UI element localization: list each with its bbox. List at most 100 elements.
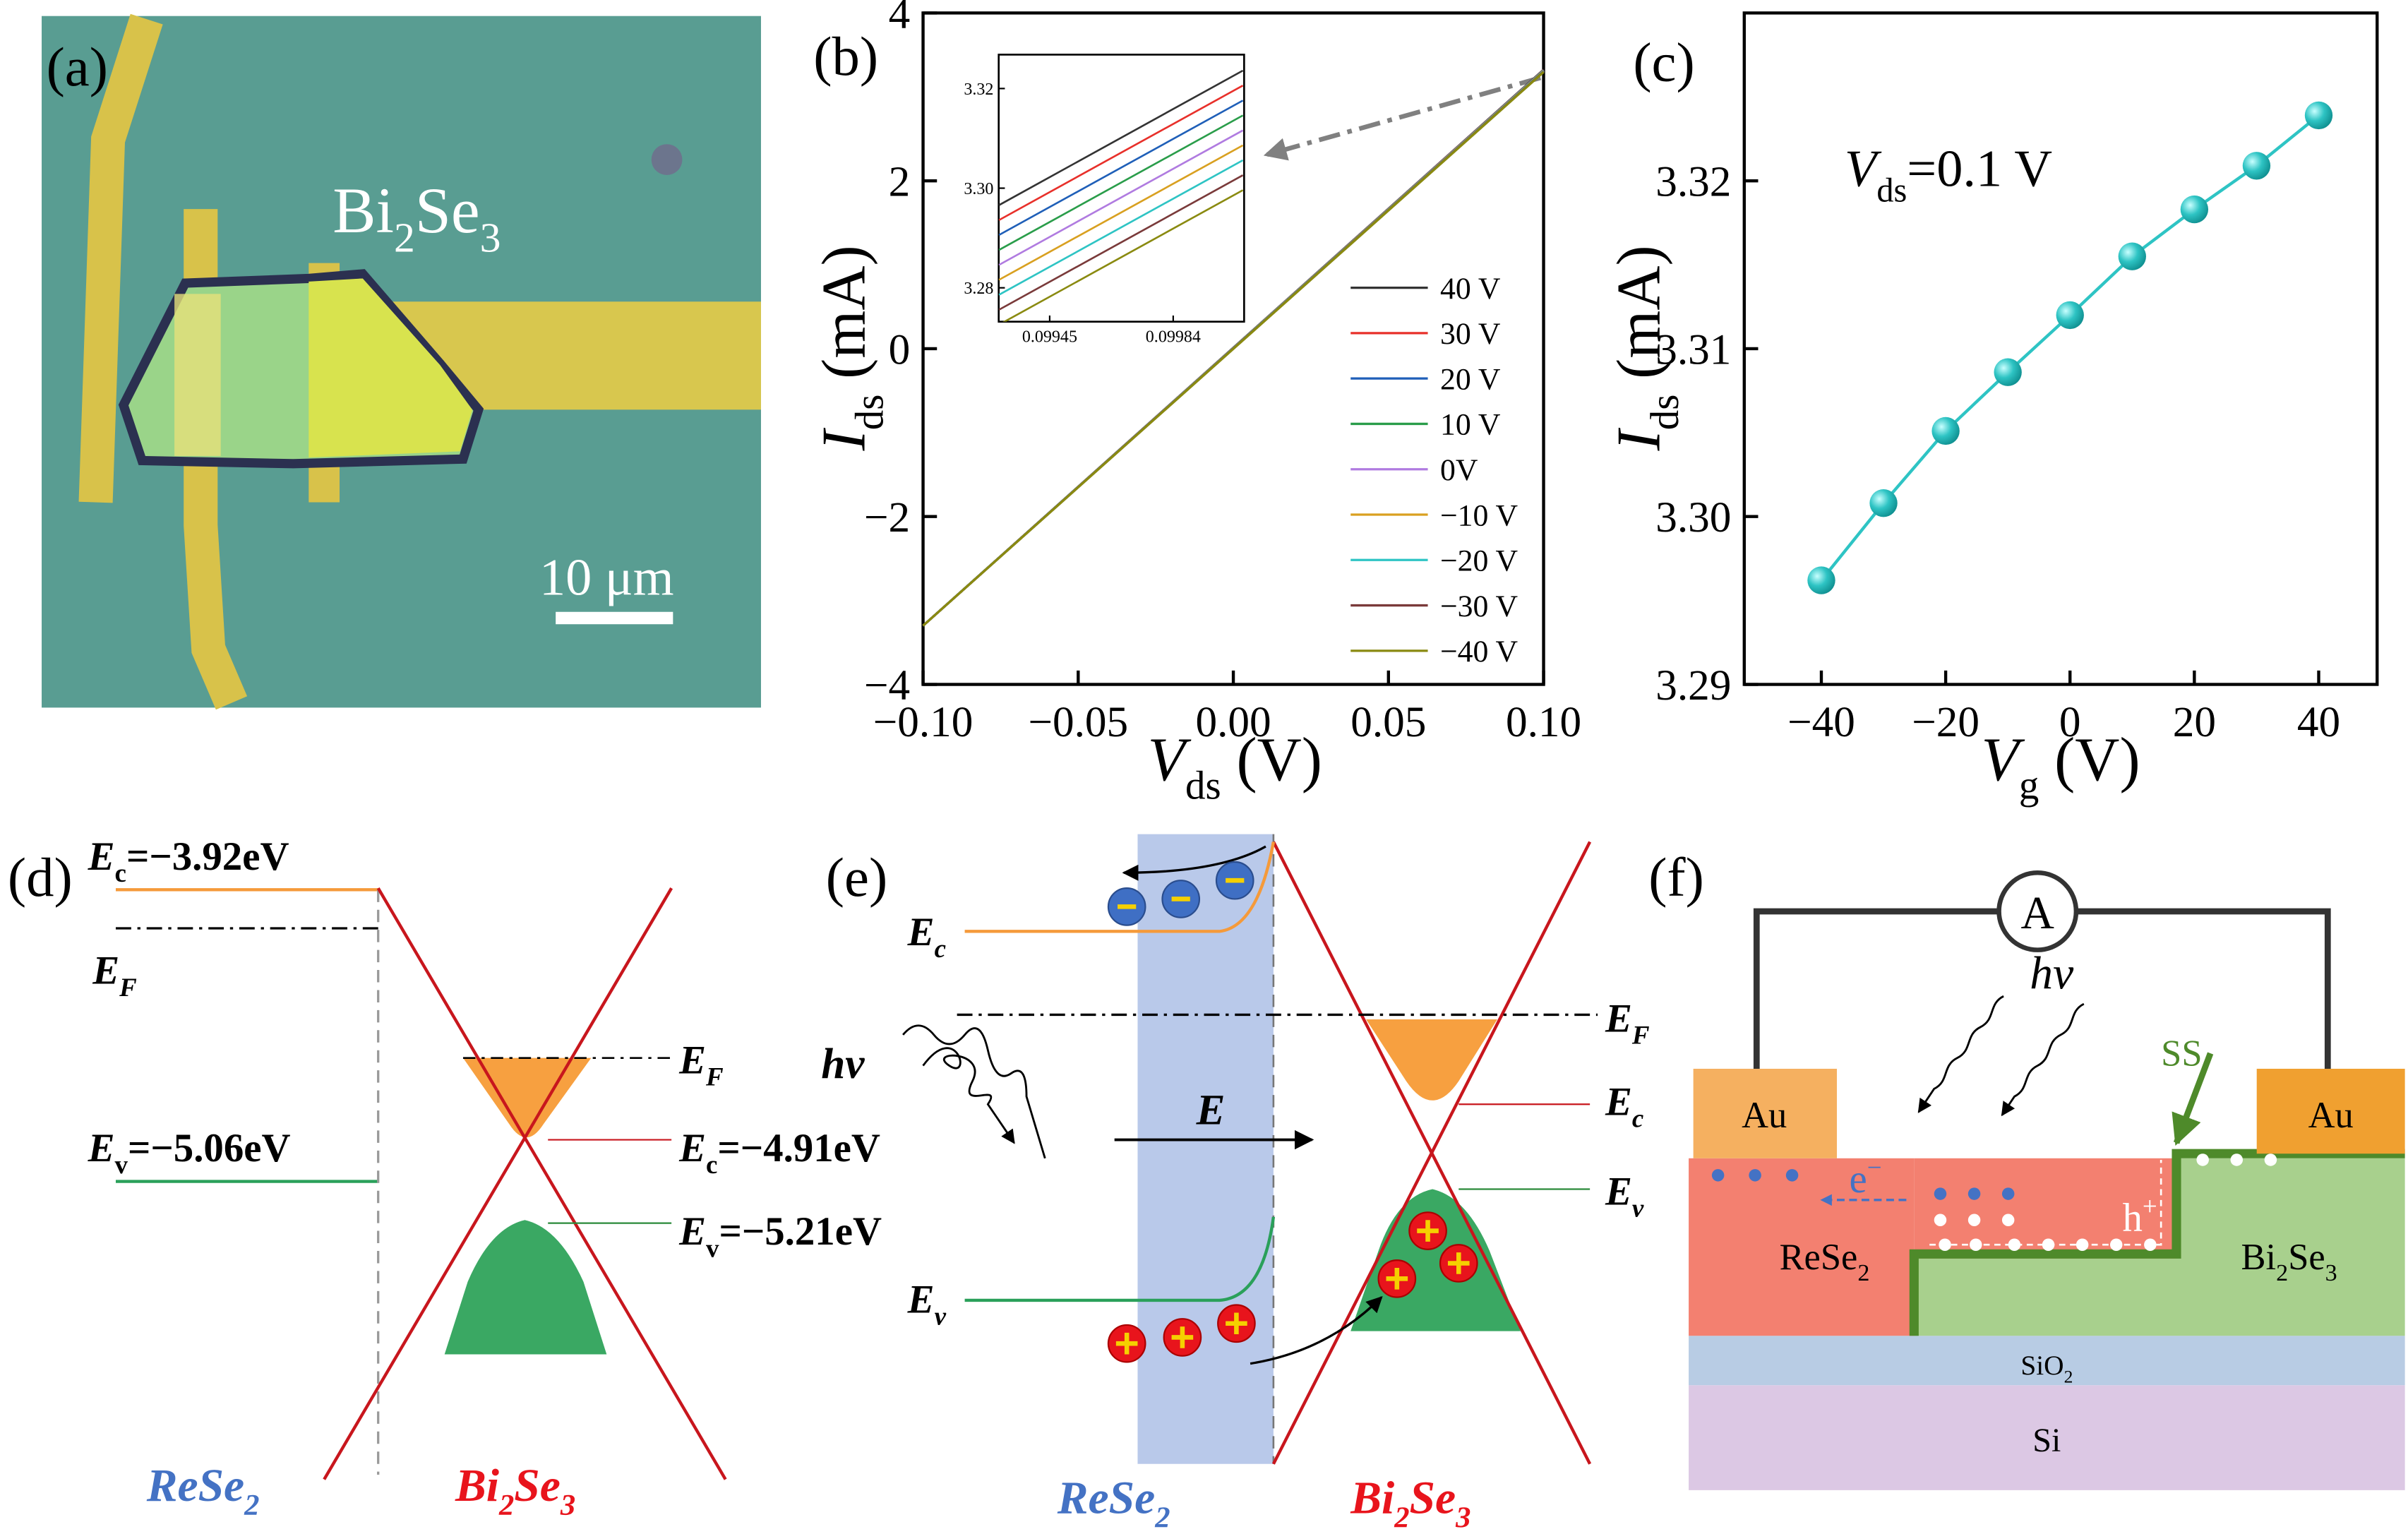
photon-label: hν xyxy=(2030,948,2074,999)
subscript: ds xyxy=(1876,172,1907,210)
text-part: Bi xyxy=(333,174,394,246)
inset-frame xyxy=(998,54,1245,323)
x-tick-label: 0.05 xyxy=(1350,698,1426,746)
plot-frame xyxy=(1742,11,2379,686)
y-axis-label: Ids (mA) xyxy=(809,245,892,451)
band-diagram-d xyxy=(115,887,727,1480)
text-part: ReSe xyxy=(146,1461,244,1511)
legend-label: −20 V xyxy=(1440,544,1519,578)
legend-label: 20 V xyxy=(1440,362,1501,396)
data-point xyxy=(1869,489,1898,517)
inset-line xyxy=(998,159,1244,296)
legend-label: 10 V xyxy=(1440,408,1501,442)
text-part: V xyxy=(1981,725,2025,793)
y-axis-label: Ids (mA) xyxy=(1605,245,1687,451)
subscript: v xyxy=(706,1233,719,1262)
ef-label: EF xyxy=(92,949,137,1002)
x-tick-label: 0.09945 xyxy=(1022,328,1077,347)
text-part: e xyxy=(1849,1157,1867,1202)
subscript: v xyxy=(935,1301,947,1330)
ec-label: Ec=−3.92eV xyxy=(88,834,289,887)
text-part: E xyxy=(678,1038,706,1083)
layer-label: SiO2 xyxy=(2020,1350,2073,1387)
text-part: E xyxy=(92,949,119,993)
inset-line xyxy=(998,144,1244,281)
data-point xyxy=(2056,301,2084,330)
text-part: (V) xyxy=(1221,725,1322,793)
subscript: v xyxy=(1632,1193,1644,1222)
y-tick-label: 3.30 xyxy=(964,180,993,198)
text-part: E xyxy=(88,1126,115,1170)
ev-label: Ev=−5.21eV xyxy=(678,1209,882,1262)
panel-label: (d) xyxy=(8,847,73,909)
data-point xyxy=(2304,101,2333,130)
text-part: V xyxy=(1845,140,1882,198)
text-part: =−4.91eV xyxy=(717,1126,880,1170)
au-label: Au xyxy=(2308,1095,2354,1136)
data-point xyxy=(2118,242,2146,270)
subscript: 3 xyxy=(2325,1260,2337,1286)
text-part: E xyxy=(907,1277,935,1322)
data-point xyxy=(2242,152,2271,180)
x-tick-label: 0 xyxy=(2059,698,2081,746)
ammeter-label: A xyxy=(2021,888,2054,939)
subscript: ds xyxy=(848,395,892,431)
text-part: Bi xyxy=(2241,1237,2277,1278)
panel-label: (f) xyxy=(1648,847,1704,909)
x-tick-label: 0.09984 xyxy=(1146,328,1201,347)
data-point xyxy=(1994,358,2022,386)
legend-label: −10 V xyxy=(1440,498,1519,532)
subscript: F xyxy=(119,973,137,1002)
y-tick-label: −4 xyxy=(864,661,910,709)
x-tick-label: −0.05 xyxy=(1028,698,1128,746)
material-label: ReSe2 xyxy=(146,1461,260,1522)
subscript: 2 xyxy=(1857,1260,1869,1286)
y-tick-label: 3.29 xyxy=(1655,661,1731,709)
subscript: 2 xyxy=(498,1489,514,1522)
text-part: Se xyxy=(514,1461,561,1511)
panel-label: (b) xyxy=(813,26,878,88)
inset-lines xyxy=(998,69,1244,322)
text-part: E xyxy=(88,834,115,879)
ev-label: Ev xyxy=(907,1277,947,1330)
data-point xyxy=(2180,195,2209,224)
material-label: ReSe2 xyxy=(1057,1473,1170,1534)
inset-line xyxy=(1002,189,1244,322)
y-tick-label: 3.30 xyxy=(1655,493,1731,541)
x-tick-label: 0.10 xyxy=(1506,698,1581,746)
text-part: ReSe xyxy=(1057,1473,1155,1524)
text-part: E xyxy=(1605,1169,1632,1214)
panel-label: (e) xyxy=(826,847,887,909)
y-tick-label: 3.32 xyxy=(1655,158,1731,206)
subscript: c xyxy=(115,858,126,887)
text-part: =−3.92eV xyxy=(126,834,289,879)
ev-label: Ev=−5.06eV xyxy=(88,1126,291,1179)
text-part: =−5.06eV xyxy=(128,1126,291,1170)
inset-arrow xyxy=(1263,76,1542,161)
inset-line xyxy=(998,69,1244,206)
inset-line xyxy=(998,114,1244,251)
x-tick-label: 20 xyxy=(2173,698,2216,746)
text-part: =−5.21eV xyxy=(719,1209,882,1254)
legend-label: −30 V xyxy=(1440,589,1519,623)
panel-label: (a) xyxy=(47,37,108,98)
inset-line xyxy=(998,174,1244,311)
subscript: 2 xyxy=(1394,1501,1409,1534)
ef-label: EF xyxy=(678,1038,724,1091)
subscript: 2 xyxy=(244,1489,259,1522)
subscript: 3 xyxy=(480,214,501,260)
inset-line xyxy=(998,129,1244,266)
ec-label: Ec=−4.91eV xyxy=(678,1126,880,1179)
text-part: Bi xyxy=(455,1461,499,1511)
y-tick-label: −2 xyxy=(864,493,910,541)
material-label: Bi2Se3 xyxy=(333,174,501,261)
panel-label: (c) xyxy=(1633,32,1694,94)
x-axis-label: Vg (V) xyxy=(1981,725,2140,808)
legend-label: 40 V xyxy=(1440,272,1501,306)
subscript: 2 xyxy=(1154,1501,1170,1534)
subscript: 2 xyxy=(2276,1260,2288,1286)
text-part: Se xyxy=(415,174,480,246)
text-part: (mA) xyxy=(1605,245,1673,394)
x-tick-label: 0.00 xyxy=(1195,698,1271,746)
